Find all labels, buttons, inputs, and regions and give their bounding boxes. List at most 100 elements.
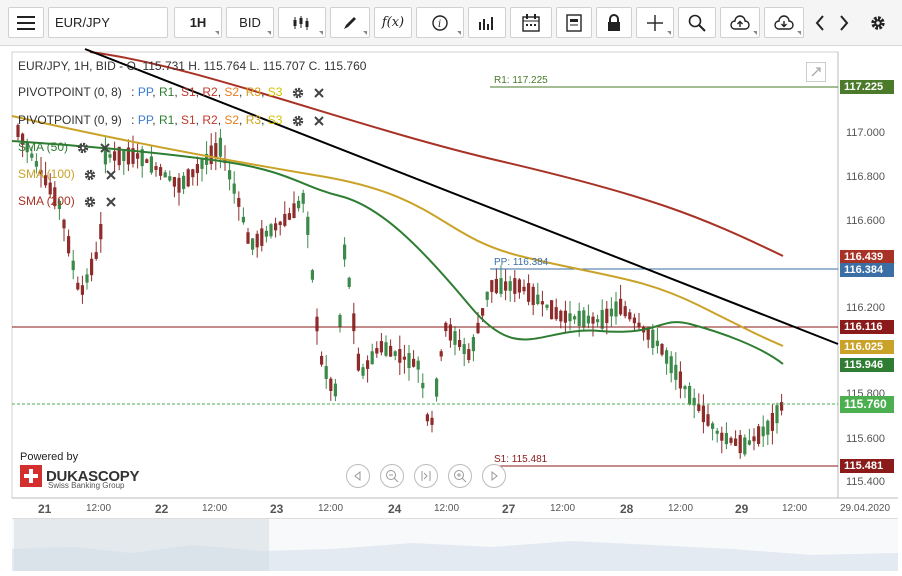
candle-body [191,169,195,178]
price-tag-s1: 115.481 [840,459,894,473]
candle-body [407,352,411,369]
cloud-download-icon [774,14,794,30]
candle-body [209,145,213,165]
svg-text:i: i [438,19,441,30]
candle-body [338,314,342,328]
indicator-pivot-8-name: PIVOTPOINT (0, 8) [18,85,122,99]
candle-body [747,440,751,445]
x-tick-label: 27 [502,502,516,516]
close-icon[interactable] [99,142,111,154]
candle-body [228,170,232,180]
chevron-right-icon [840,14,849,31]
candle-body [108,154,112,158]
info-button[interactable]: i [416,7,464,38]
draw-tool-button[interactable] [330,7,370,38]
powered-by-label: Powered by [20,451,79,463]
candle-body [343,244,347,260]
reset-view-button[interactable] [414,464,438,488]
candle-body [458,340,462,348]
upload-button[interactable] [720,7,760,38]
indicator-function-button[interactable]: f(x) [374,7,412,38]
candle-body [780,402,784,411]
candle-body [688,385,692,405]
timeframe-selector[interactable]: 1H [174,7,222,38]
logo-tagline: Swiss Banking Group [48,481,125,490]
candle-body [48,182,52,195]
candle-body [122,150,126,162]
candle-body [545,304,549,308]
close-icon[interactable] [313,87,325,99]
sma-50-line [11,140,784,365]
scroll-left-button[interactable] [808,7,832,38]
scroll-forward-button[interactable] [482,464,506,488]
price-tag-current: 115.760 [840,396,894,413]
timeframe-label: 1H [189,15,207,30]
download-button[interactable] [764,7,804,38]
candle-body [494,278,498,294]
close-icon[interactable] [105,196,117,208]
candle-body [490,280,494,292]
candle-body [453,331,457,345]
crosshair-button[interactable] [636,7,674,38]
zoom-out-button[interactable] [380,464,404,488]
calendar-icon [522,13,540,32]
scroll-back-button[interactable] [346,464,370,488]
candle-body [416,360,420,370]
zoom-button[interactable] [678,7,716,38]
candle-body [264,230,268,237]
candle-body [738,435,742,454]
x-tick-label: 22 [155,502,169,516]
close-icon[interactable] [105,169,117,181]
candle-body [476,322,480,334]
price-chart[interactable] [0,46,902,572]
chart-panel[interactable]: EUR/JPY, 1H, BID - O. 115.731 H. 115.764… [0,46,902,572]
candle-body [333,383,337,397]
zoom-in-button[interactable] [448,464,472,488]
volume-bars-button[interactable] [468,7,506,38]
price-tag-pp: 116.384 [840,263,894,277]
close-icon[interactable] [313,115,325,127]
chart-type-button[interactable] [278,7,326,38]
gear-icon[interactable] [83,168,97,182]
candle-body [563,310,567,323]
candle-body [623,306,627,317]
candle-body [329,378,333,391]
lock-button[interactable] [596,7,632,38]
template-button[interactable] [556,7,592,38]
price-side-selector[interactable]: BID [226,7,274,38]
candle-body [232,183,236,194]
y-tick-label: 116.200 [846,302,885,314]
x-tick-label: 24 [388,502,402,516]
candle-body [711,423,715,429]
gear-icon[interactable] [291,114,305,128]
price-tag-sma100: 116.025 [840,340,894,354]
candle-body [554,307,558,320]
candle-body [347,277,351,287]
candle-body [632,317,636,324]
gear-icon[interactable] [83,195,97,209]
y-tick-label: 115.400 [846,476,885,488]
pivot-9-levels: : PP, R1, S1, R2, S2, R3, S3 [131,113,283,127]
candle-body [136,153,140,159]
gear-icon[interactable] [291,86,305,100]
menu-button[interactable] [8,7,44,38]
calendar-button[interactable] [510,7,552,38]
candle-body [504,281,508,291]
cloud-upload-icon [730,14,750,30]
info-icon: i [432,14,448,31]
pivot-8-levels: : PP, R1, S1, R2, S2, R3, S3 [131,85,283,99]
navigator-strip[interactable] [12,518,898,571]
gear-icon[interactable] [76,141,90,155]
candle-body [30,153,34,158]
candle-body [149,156,153,173]
crosshair-icon [647,14,663,31]
candle-body [527,283,531,302]
settings-button[interactable] [864,7,892,38]
symbol-selector[interactable]: EUR/JPY [48,7,168,38]
candle-body [315,316,319,332]
fullscreen-button[interactable] [806,62,826,82]
candle-body [439,351,443,357]
r1-annotation: R1: 117.225 [494,75,548,86]
candle-body [67,236,71,254]
scroll-right-button[interactable] [832,7,856,38]
